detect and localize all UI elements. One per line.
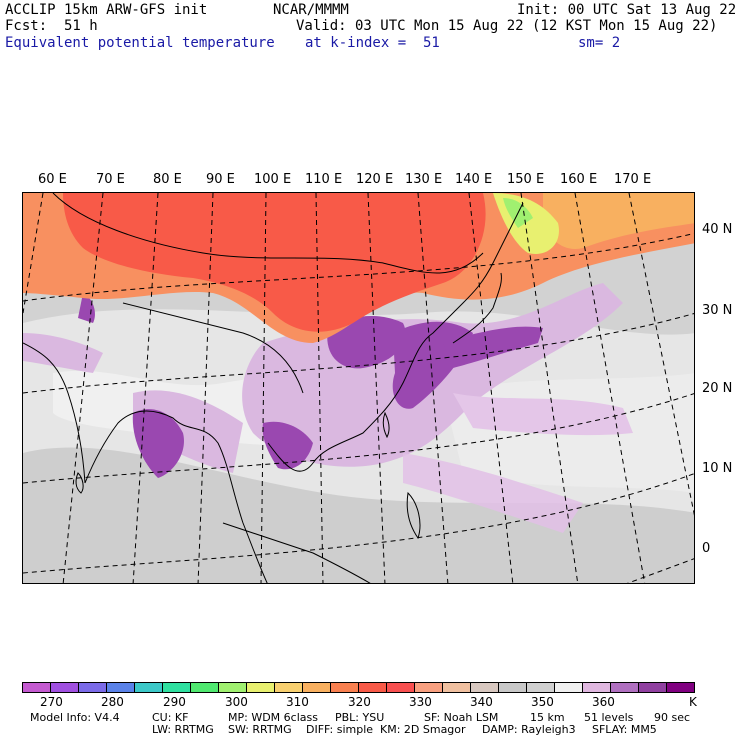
colorbar-tick: 290 <box>163 695 186 709</box>
colorbar-swatch <box>359 683 387 692</box>
lon-label: 70 E <box>96 172 125 187</box>
lon-label: 160 E <box>560 172 598 187</box>
footer-item: CU: KF <box>152 711 189 724</box>
lat-label: 40 N <box>702 222 733 237</box>
valid-time: Valid: 03 UTC Mon 15 Aug 22 (12 KST Mon … <box>296 18 718 34</box>
colorbar-tick: 330 <box>409 695 432 709</box>
footer-item: KM: 2D Smagor <box>380 723 466 736</box>
colorbar-swatch <box>471 683 499 692</box>
model-title: ACCLIP 15km ARW-GFS init <box>5 2 208 18</box>
colorbar-swatch <box>303 683 331 692</box>
lon-label: 120 E <box>356 172 394 187</box>
colorbar <box>22 682 695 693</box>
colorbar-tick: 310 <box>286 695 309 709</box>
theta-e-map <box>22 192 695 584</box>
colorbar-swatch <box>135 683 163 692</box>
colorbar-tick: 340 <box>470 695 493 709</box>
colorbar-swatch <box>247 683 275 692</box>
lon-label: 130 E <box>405 172 443 187</box>
colorbar-swatch <box>527 683 555 692</box>
fcst-label: Fcst: <box>5 18 48 34</box>
footer-item: SF: Noah LSM <box>424 711 499 724</box>
colorbar-swatch <box>611 683 639 692</box>
footer-item: MP: WDM 6class <box>228 711 318 724</box>
colorbar-tick: 360 <box>592 695 615 709</box>
org-label: NCAR/MMMM <box>273 2 349 18</box>
footer-item: DAMP: Rayleigh3 <box>482 723 576 736</box>
lat-label: 30 N <box>702 303 733 318</box>
footer-item: LW: RRTMG <box>152 723 214 736</box>
lon-label: 150 E <box>507 172 545 187</box>
colorbar-tick: 350 <box>531 695 554 709</box>
lon-label: 60 E <box>38 172 67 187</box>
lon-label: 110 E <box>305 172 343 187</box>
colorbar-unit: K <box>689 695 697 709</box>
colorbar-swatch <box>51 683 79 692</box>
colorbar-swatch <box>639 683 667 692</box>
lon-label: 100 E <box>254 172 292 187</box>
colorbar-swatch <box>107 683 135 692</box>
footer-item: SFLAY: MM5 <box>592 723 657 736</box>
colorbar-swatch <box>191 683 219 692</box>
colorbar-swatch <box>667 683 694 692</box>
init-time: Init: 00 UTC Sat 13 Aug 22 <box>517 2 737 18</box>
colorbar-swatch <box>275 683 303 692</box>
colorbar-swatch <box>499 683 527 692</box>
colorbar-tick: 270 <box>40 695 63 709</box>
lon-label: 140 E <box>455 172 493 187</box>
colorbar-swatch <box>415 683 443 692</box>
colorbar-swatch <box>583 683 611 692</box>
footer-item: SW: RRTMG <box>228 723 292 736</box>
smooth-label: sm= 2 <box>578 35 621 51</box>
colorbar-swatch <box>331 683 359 692</box>
level-label: at k-index = 51 <box>305 35 440 51</box>
lon-label: 80 E <box>153 172 182 187</box>
footer-item: 15 km <box>530 711 565 724</box>
footer-item: PBL: YSU <box>335 711 385 724</box>
colorbar-swatch <box>23 683 51 692</box>
colorbar-swatch <box>163 683 191 692</box>
footer-item: 51 levels <box>584 711 634 724</box>
lon-label: 90 E <box>206 172 235 187</box>
fcst-value: 51 h <box>64 18 98 34</box>
colorbar-tick: 280 <box>101 695 124 709</box>
colorbar-swatch <box>79 683 107 692</box>
lat-label: 20 N <box>702 381 733 396</box>
footer-item: DIFF: simple <box>306 723 374 736</box>
footer-item: Model Info: V4.4 <box>30 711 120 724</box>
lon-label: 170 E <box>614 172 652 187</box>
colorbar-swatch <box>555 683 583 692</box>
colorbar-swatch <box>443 683 471 692</box>
field-name: Equivalent potential temperature <box>5 35 275 51</box>
colorbar-swatch <box>387 683 415 692</box>
colorbar-tick: 320 <box>348 695 371 709</box>
footer-item: 90 sec <box>654 711 691 724</box>
colorbar-tick: 300 <box>225 695 248 709</box>
colorbar-swatch <box>219 683 247 692</box>
lat-label: 10 N <box>702 461 733 476</box>
lat-label: 0 <box>702 541 711 556</box>
